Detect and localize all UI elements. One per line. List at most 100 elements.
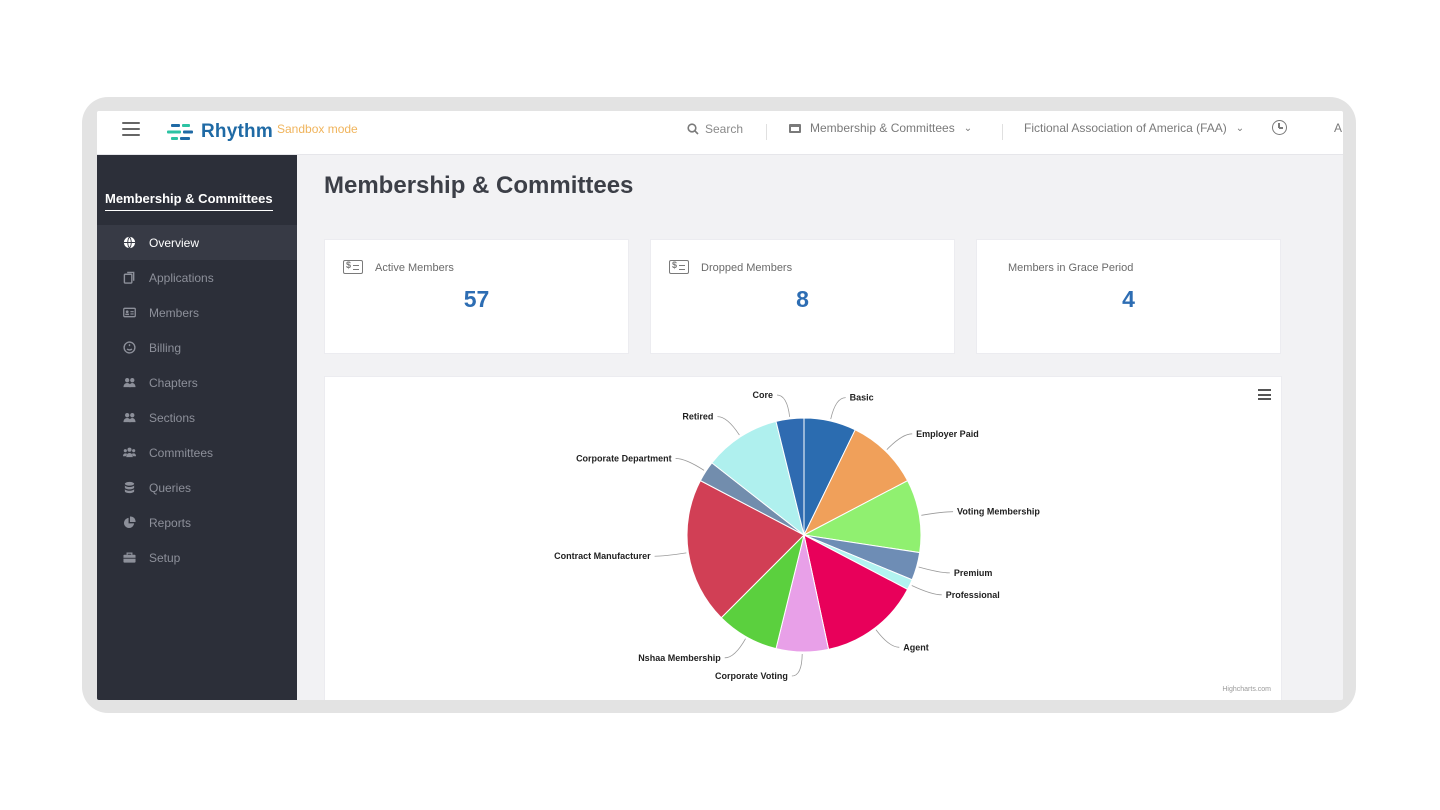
sidebar-item-label: Reports [149,515,192,530]
sidebar-nav: Overview Applications Members Billing Ch… [97,225,297,575]
sidebar-item-label: Billing [149,340,182,355]
sidebar-item-setup[interactable]: Setup [97,540,297,575]
pie-slice-agent[interactable] [803,534,909,650]
pie-label-corporate-voting: Corporate Voting [715,671,788,681]
sidebar-item-label: Sections [149,410,196,425]
pie-label-voting-membership: Voting Membership [957,507,1040,517]
globe-icon [123,236,136,249]
pie-label-basic: Basic [850,393,874,403]
module-label: Membership & Committees [810,121,955,135]
stat-label: Dropped Members [701,262,793,274]
pie-slice-employer-paid[interactable] [802,429,909,537]
pie-chart-svg: Basic Employer Paid Voting Membership Premi… [554,390,1040,681]
sidebar-item-overview[interactable]: Overview [97,225,297,260]
sidebar-item-label: Chapters [149,375,198,390]
sidebar-item-label: Setup [149,550,181,565]
stat-label: Members in Grace Period [1008,262,1134,274]
sidebar-item-label: Overview [149,235,200,250]
search-icon [687,123,699,135]
stat-value: 57 [463,286,490,312]
stat-card-grace-period: Members in Grace Period 4 [976,239,1281,354]
sidebar-item-billing[interactable]: Billing [97,330,297,365]
pie-connector-agent [875,629,900,648]
copy-icon [123,271,136,284]
sidebar-item-label: Applications [149,270,214,285]
organization-label: Fictional Association of America (FAA) [1024,121,1227,135]
clock-icon[interactable] [1272,120,1287,135]
sidebar-item-queries[interactable]: Queries [97,470,297,505]
sidebar-item-label: Committees [149,445,214,460]
membership-pie-chart: Basic Employer Paid Voting Membership Premi… [324,376,1282,700]
pie-label-core: Core [752,390,773,400]
sidebar-item-members[interactable]: Members [97,295,297,330]
pie-label-agent: Agent [903,642,929,652]
pie-slice-core[interactable] [775,417,805,536]
pie-label-professional: Professional [946,590,1000,600]
pie-slice-contract-manufacturer[interactable] [686,479,805,619]
sidebar-item-label: Queries [149,480,192,495]
sidebar-item-sections[interactable]: Sections [97,400,297,435]
pie-connector-contract-manufacturer [654,552,687,557]
hamburger-menu-icon[interactable] [122,122,140,136]
pie-label-corporate-department: Corporate Department [576,453,672,463]
top-bar: Rhythm Sandbox mode Search Membership & … [97,111,1343,155]
chevron-down-icon: ⌄ [963,122,973,134]
stat-value: 4 [1122,286,1135,312]
logo-text: Rhythm [201,121,273,142]
sidebar-item-reports[interactable]: Reports [97,505,297,540]
briefcase-icon [123,551,136,564]
module-icon [789,123,801,133]
pie-label-retired: Retired [682,412,713,422]
sandbox-mode-badge: Sandbox mode [277,122,358,136]
pie-connector-nshaa-membership [724,638,746,659]
stat-card-active-members: Active Members 57 [324,239,629,354]
pie-connector-core [776,394,791,417]
chevron-down-icon: ⌄ [1235,122,1245,134]
chart-menu-icon[interactable] [1258,389,1271,400]
database-icon [123,481,136,494]
sidebar-item-label: Members [149,305,200,320]
users-icon [123,376,136,389]
pie-connector-professional [911,585,942,596]
pie-label-nshaa-membership: Nshaa Membership [638,653,721,663]
rhythm-logo-icon [167,124,193,140]
pie-label-premium: Premium [954,568,993,578]
billing-icon [123,341,136,354]
divider [766,124,767,140]
stat-card-dropped-members: Dropped Members 8 [650,239,955,354]
money-icon [343,260,363,274]
global-search[interactable]: Search [687,122,743,136]
pie-connector-premium [918,566,950,574]
pie-connector-corporate-voting [791,653,803,677]
user-menu[interactable]: A [1334,121,1343,135]
users-icon [123,411,136,424]
pie-slice-voting-membership[interactable] [802,479,922,554]
stat-label: Active Members [375,262,454,274]
search-label: Search [705,122,744,136]
sidebar-item-applications[interactable]: Applications [97,260,297,295]
pie-label-employer-paid: Employer Paid [916,429,979,439]
pie-connector-corporate-department [675,458,705,471]
pie-connector-basic [830,397,846,420]
pie-connector-retired [717,416,740,436]
main-content: Membership & Committees Active Members 5… [297,155,1343,700]
pie-chart-icon [123,516,136,529]
group-icon [123,446,136,459]
module-switcher[interactable]: Membership & Committees ⌄ [789,121,972,135]
chart-credits: Highcharts.com [1222,686,1271,693]
pie-label-contract-manufacturer: Contract Manufacturer [554,551,651,561]
id-card-icon [123,306,136,319]
app-screen: Rhythm Sandbox mode Search Membership & … [97,111,1343,700]
pie-connector-voting-membership [921,511,954,516]
pie-slice-retired[interactable] [711,420,805,537]
money-icon [669,260,689,274]
sidebar: Membership & Committees Overview Applica… [97,155,297,700]
divider [1002,124,1003,140]
pie-connector-employer-paid [886,433,913,450]
stat-value: 8 [796,286,809,312]
app-logo[interactable]: Rhythm [167,117,273,147]
sidebar-item-committees[interactable]: Committees [97,435,297,470]
sidebar-item-chapters[interactable]: Chapters [97,365,297,400]
sidebar-title: Membership & Committees [105,191,273,211]
organization-switcher[interactable]: Fictional Association of America (FAA) ⌄ [1024,121,1244,135]
